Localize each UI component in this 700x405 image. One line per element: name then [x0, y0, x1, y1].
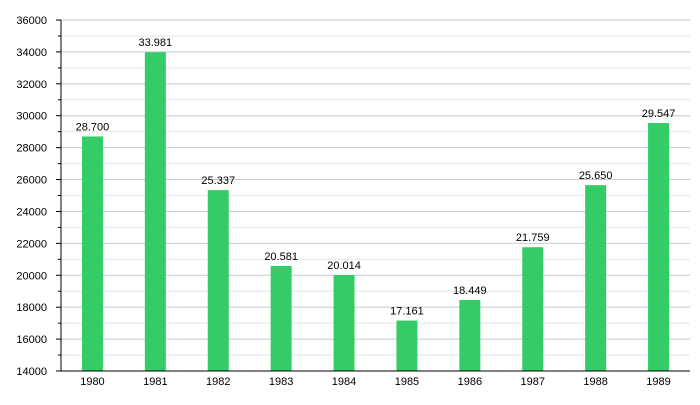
- bar-1983: [270, 266, 292, 371]
- data-label-1982: 25.337: [201, 175, 235, 187]
- data-label-1986: 18.449: [453, 285, 487, 297]
- data-label-1984: 20.014: [327, 260, 361, 272]
- data-label-1985: 17.161: [390, 306, 424, 318]
- x-tick-label-1982: 1982: [206, 376, 230, 388]
- label-layer: 28.700 1980 33.981 1981 25.337 1982 20.581 1983…: [76, 37, 676, 388]
- data-label-1989: 29.547: [642, 108, 676, 120]
- bar-1988: [585, 185, 607, 371]
- y-tick-label: 24000: [16, 206, 47, 218]
- data-label-1987: 21.759: [516, 232, 550, 244]
- y-tick-label: 36000: [16, 15, 47, 27]
- y-tick-label: 26000: [16, 175, 47, 187]
- bar-1980: [81, 136, 103, 371]
- y-tick-label: 28000: [16, 143, 47, 155]
- y-tick-label: 22000: [16, 238, 47, 250]
- bar-1981: [144, 52, 166, 372]
- data-label-1983: 20.581: [264, 251, 298, 263]
- y-tick-label: 32000: [16, 79, 47, 91]
- bar-1985: [396, 320, 418, 371]
- axis-layer: 14000 16000 18000 20000 22000 24000 26000 28000…: [16, 15, 690, 378]
- bar-1987: [522, 247, 544, 371]
- x-tick-label-1989: 1989: [646, 376, 670, 388]
- y-tick-label: 16000: [16, 334, 47, 346]
- x-tick-label-1985: 1985: [395, 376, 419, 388]
- x-tick-label-1986: 1986: [458, 376, 482, 388]
- bar-1986: [459, 300, 481, 371]
- x-tick-label-1987: 1987: [521, 376, 545, 388]
- y-tick-label: 34000: [16, 47, 47, 59]
- y-tick-label: 14000: [16, 366, 47, 378]
- bar-1984: [333, 275, 355, 371]
- x-tick-label-1984: 1984: [332, 376, 356, 388]
- y-tick-label: 18000: [16, 302, 47, 314]
- y-tick-label: 20000: [16, 270, 47, 282]
- bar-layer: [81, 52, 670, 372]
- data-label-1981: 33.981: [139, 37, 173, 49]
- x-tick-label-1980: 1980: [80, 376, 104, 388]
- bar-1982: [207, 190, 229, 371]
- bar-1989: [648, 122, 670, 371]
- data-label-1980: 28.700: [76, 121, 110, 133]
- y-tick-label: 30000: [16, 111, 47, 123]
- x-tick-label-1981: 1981: [143, 376, 167, 388]
- data-label-1988: 25.650: [579, 170, 613, 182]
- x-tick-label-1988: 1988: [583, 376, 607, 388]
- x-tick-label-1983: 1983: [269, 376, 293, 388]
